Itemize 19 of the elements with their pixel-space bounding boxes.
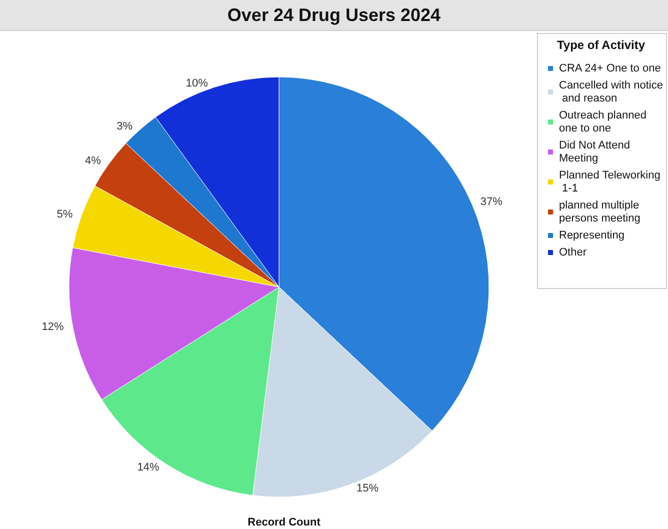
data-label: 10% [186,77,208,90]
legend-label: Outreach planned one to one [559,110,650,134]
legend-label: Other [559,246,587,258]
legend-label: Representing [559,230,624,242]
chart-title: Over 24 Drug Users 2024 [0,0,668,31]
legend-title: Type of Activity [556,38,646,52]
data-label: 14% [137,462,160,474]
legend-label: CRA 24+ One to one [559,62,661,74]
data-label: 3% [116,120,133,132]
legend-label: Did Not Attend Meeting [559,140,633,164]
legend-label: Cancelled with notice and reason [559,80,663,104]
data-label: 5% [56,208,73,221]
data-label: 15% [356,482,379,494]
data-label: 37% [480,196,503,208]
legend-label: planned multiple persons meeting [559,200,642,224]
legend-label: Planned Teleworking 1-1 [559,170,660,194]
data-label: 12% [42,321,64,334]
data-label: 4% [84,155,102,168]
text: Record Count [248,516,321,528]
